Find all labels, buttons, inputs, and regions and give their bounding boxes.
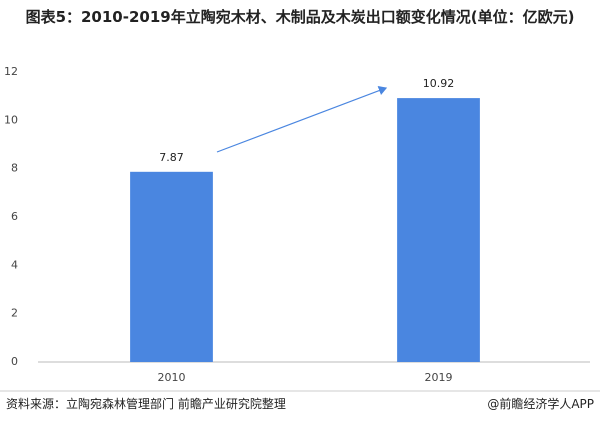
y-tick-label: 6 [11,210,18,223]
x-tick-label: 2019 [425,371,453,384]
credit: @前瞻经济学人APP [487,397,594,411]
chart-title: 图表5：2010-2019年立陶宛木材、木制品及木炭出口额变化情况(单位：亿欧元… [25,8,575,26]
bar [397,98,480,362]
y-tick-label: 2 [11,307,18,320]
y-tick-label: 4 [11,258,18,271]
y-tick-label: 12 [4,65,18,78]
y-tick-label: 8 [11,162,18,175]
source-note: 资料来源：立陶宛森林管理部门 前瞻产业研究院整理 [6,397,286,411]
data-label: 10.92 [423,77,455,90]
data-label: 7.87 [159,151,184,164]
y-tick-label: 0 [11,355,18,368]
y-tick-label: 10 [4,113,18,126]
bar [130,171,213,362]
x-tick-label: 2010 [158,371,186,384]
trend-arrow [216,86,388,153]
